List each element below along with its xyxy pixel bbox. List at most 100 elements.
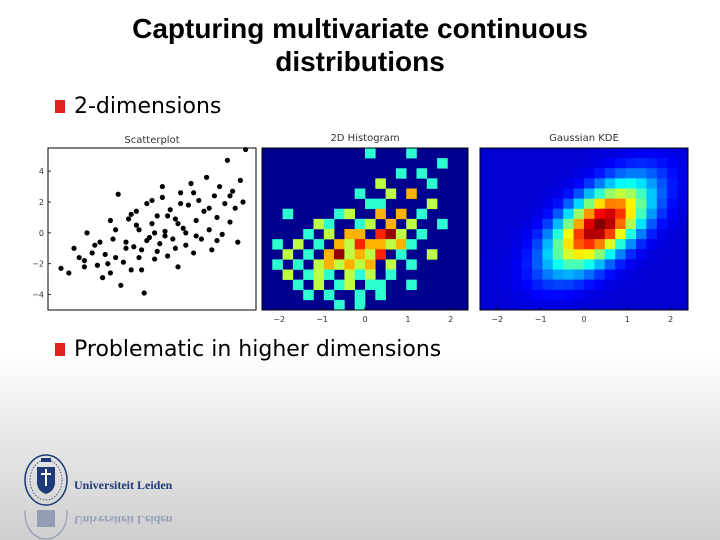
scatter-point xyxy=(175,264,181,270)
kde-cell xyxy=(563,269,574,280)
histogram-cell xyxy=(406,218,417,230)
kde-cell xyxy=(636,158,647,169)
kde-cell xyxy=(542,289,554,301)
kde-cell xyxy=(584,168,595,179)
histogram-cell xyxy=(416,208,428,220)
kde-cell xyxy=(656,249,668,260)
kde-cell xyxy=(490,198,502,210)
kde-cell xyxy=(625,208,637,220)
kde-cell xyxy=(542,158,554,169)
scatter-point xyxy=(183,230,189,236)
scatter-point xyxy=(81,264,87,270)
scatter-point xyxy=(139,247,145,253)
histogram-cell xyxy=(395,229,407,240)
kde-cell xyxy=(500,239,512,250)
histogram-cell xyxy=(375,198,386,210)
x-tick-label: 0 xyxy=(362,315,367,323)
kde-cell xyxy=(656,208,668,220)
kde-cell xyxy=(625,279,637,291)
kde-cell xyxy=(636,239,647,250)
kde-cell xyxy=(573,259,585,270)
x-tick-label: 1 xyxy=(625,315,630,323)
kde-cell xyxy=(604,178,616,189)
scatter-point xyxy=(188,180,194,187)
kde-cell xyxy=(521,239,533,250)
histogram-cell xyxy=(272,239,283,250)
kde-cell xyxy=(480,229,491,240)
histogram-cell xyxy=(375,279,386,291)
scatter-point xyxy=(193,233,199,239)
scatter-point xyxy=(144,200,150,207)
kde-cell xyxy=(500,158,512,169)
kde-cell xyxy=(656,188,668,199)
scatter-point xyxy=(113,254,119,261)
scatter-point xyxy=(237,177,243,183)
kde-cell xyxy=(636,148,647,159)
scatter-point xyxy=(120,259,126,265)
kde-cell xyxy=(573,198,585,210)
kde-cell xyxy=(615,158,626,169)
kde-cell xyxy=(615,239,626,250)
scatter-point xyxy=(102,251,108,258)
kde-cell xyxy=(646,168,658,179)
kde-cell xyxy=(615,279,626,291)
kde-cell xyxy=(480,178,491,189)
scatter-point xyxy=(201,208,207,214)
histogram-cell xyxy=(375,208,386,220)
kde-cell xyxy=(604,158,616,169)
scatter-point xyxy=(222,200,228,207)
scatter-point xyxy=(118,282,124,288)
histogram-cell xyxy=(375,249,386,260)
kde-cell xyxy=(636,208,647,220)
kde-cell xyxy=(646,259,658,270)
kde-cell xyxy=(552,168,564,179)
kde-cell xyxy=(646,208,658,220)
kde-cell xyxy=(532,178,543,189)
kde-cell xyxy=(490,279,502,291)
kde-cell xyxy=(656,299,668,311)
histogram-cell xyxy=(354,239,366,250)
kde-cell xyxy=(552,198,564,210)
kde-cell xyxy=(532,198,543,210)
bullet-item-2: Problematic in higher dimensions xyxy=(55,337,441,362)
kde-cell xyxy=(573,188,585,199)
histogram-cell xyxy=(437,218,448,230)
kde-cell xyxy=(532,218,543,230)
histogram-cell xyxy=(282,208,294,220)
kde-cell xyxy=(532,259,543,270)
histogram-cell xyxy=(344,208,355,220)
x-tick-label: −1 xyxy=(316,315,328,323)
kde-cell xyxy=(615,229,626,240)
kde-cell xyxy=(552,208,564,220)
kde-cell xyxy=(532,269,543,280)
histogram-cell xyxy=(365,218,376,230)
x-tick-label: −2 xyxy=(273,315,285,323)
scatter-point xyxy=(240,199,246,205)
histogram-cell xyxy=(334,208,345,220)
kde-cell xyxy=(521,168,533,179)
kde-cell xyxy=(584,148,595,159)
histogram-cell xyxy=(354,249,366,260)
scatter-point xyxy=(165,213,171,219)
kde-cell xyxy=(604,259,616,270)
y-tick-label: 0 xyxy=(39,229,44,238)
kde-cell xyxy=(552,269,564,280)
scatter-point xyxy=(193,217,199,224)
kde-cell xyxy=(594,188,606,199)
kde-cell xyxy=(677,259,689,270)
histogram-cell xyxy=(282,249,294,260)
scatter-point xyxy=(172,216,178,222)
histogram-cell xyxy=(385,259,397,270)
kde-cell xyxy=(625,259,637,270)
kde-cell xyxy=(584,218,595,230)
kde-cell xyxy=(563,198,574,210)
histogram-cell xyxy=(344,239,355,250)
scatter-point xyxy=(206,205,212,211)
kde-cell xyxy=(625,178,637,189)
square-bullet-icon xyxy=(55,100,65,113)
histogram-cell xyxy=(365,239,376,250)
scatter-point xyxy=(191,190,197,196)
scatter-point xyxy=(144,237,150,244)
kde-cell xyxy=(490,259,502,270)
kde-cell xyxy=(490,158,502,169)
